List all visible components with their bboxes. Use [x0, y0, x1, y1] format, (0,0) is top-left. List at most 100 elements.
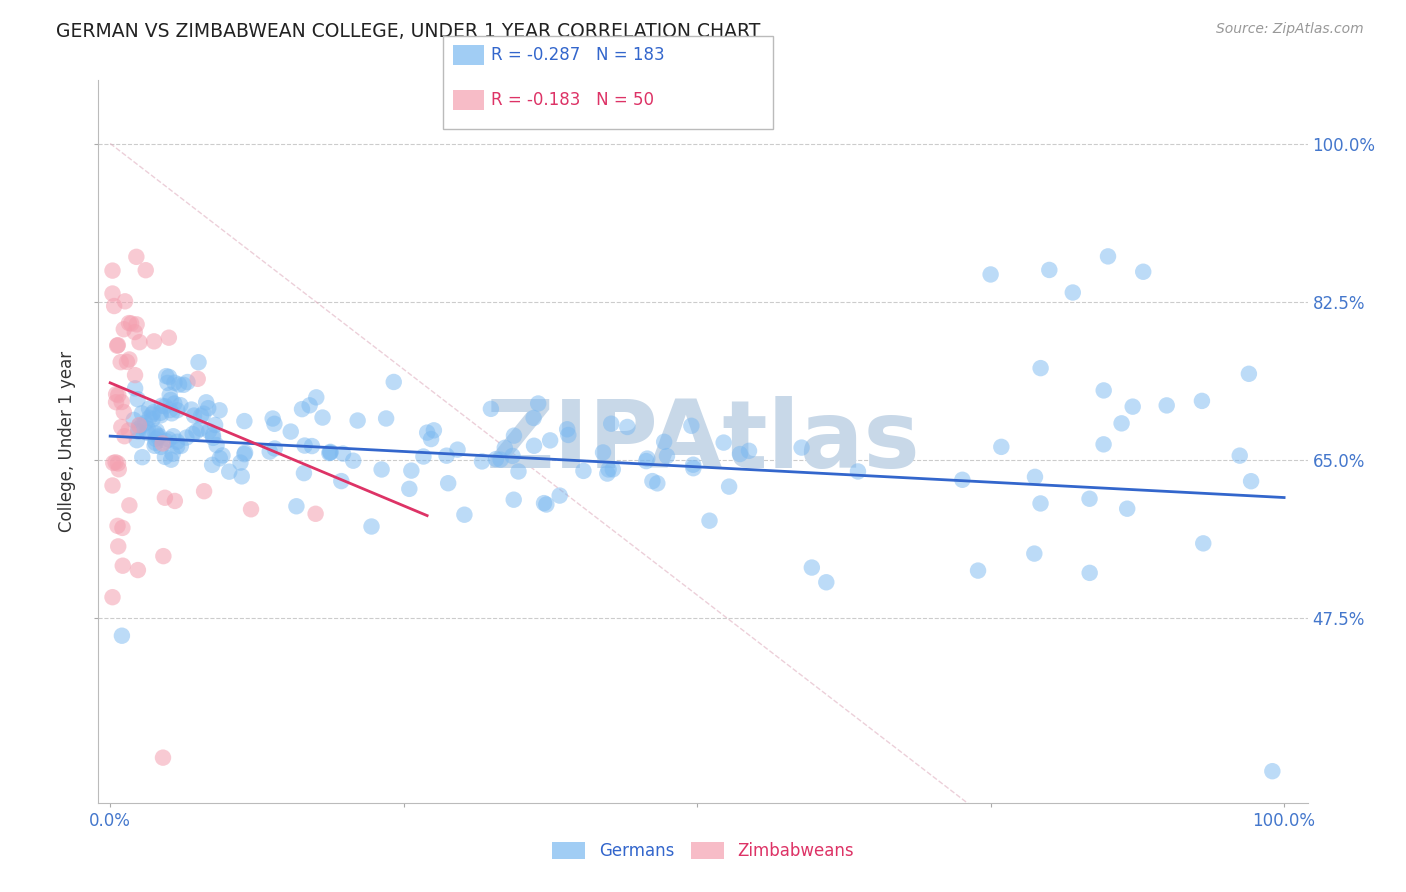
Point	[152, 750, 174, 764]
Point	[163, 494, 186, 508]
Point	[263, 417, 285, 431]
Point	[1261, 764, 1284, 779]
Point	[105, 339, 128, 353]
Point	[502, 492, 524, 507]
Point	[718, 480, 741, 494]
Text: ZIPAtlas: ZIPAtlas	[485, 395, 921, 488]
Point	[143, 334, 166, 349]
Point	[596, 467, 619, 481]
Point	[145, 424, 167, 438]
Point	[523, 439, 546, 453]
Point	[167, 377, 190, 392]
Legend: Germans, Zimbabweans: Germans, Zimbabweans	[546, 835, 860, 867]
Point	[117, 424, 139, 438]
Point	[229, 456, 252, 470]
Point	[110, 420, 132, 434]
Point	[145, 432, 167, 446]
Point	[655, 449, 678, 463]
Point	[103, 456, 125, 470]
Point	[598, 462, 620, 476]
Point	[111, 629, 134, 643]
Point	[1132, 265, 1154, 279]
Point	[101, 590, 124, 604]
Point	[471, 454, 494, 468]
Point	[555, 422, 578, 436]
Point	[152, 549, 174, 563]
Point	[280, 425, 302, 439]
Point	[1116, 501, 1139, 516]
Point	[557, 428, 579, 442]
Point	[187, 372, 209, 386]
Point	[166, 434, 188, 449]
Point	[967, 564, 990, 578]
Point	[208, 403, 231, 417]
Point	[118, 499, 141, 513]
Point	[233, 414, 256, 428]
Point	[218, 465, 240, 479]
Point	[342, 453, 364, 467]
Point	[166, 403, 188, 417]
Text: GERMAN VS ZIMBABWEAN COLLEGE, UNDER 1 YEAR CORRELATION CHART: GERMAN VS ZIMBABWEAN COLLEGE, UNDER 1 YE…	[56, 22, 761, 41]
Point	[682, 461, 704, 475]
Point	[111, 558, 134, 573]
Point	[446, 442, 468, 457]
Point	[990, 440, 1012, 454]
Point	[107, 519, 129, 533]
Point	[699, 514, 721, 528]
Point	[143, 439, 166, 453]
Point	[111, 521, 134, 535]
Point	[332, 446, 354, 460]
Point	[115, 355, 138, 369]
Point	[652, 434, 675, 449]
Point	[149, 409, 172, 423]
Point	[107, 540, 129, 554]
Point	[437, 476, 460, 491]
Point	[162, 447, 184, 461]
Point	[1029, 496, 1052, 510]
Point	[173, 377, 195, 392]
Point	[523, 411, 546, 425]
Point	[157, 433, 180, 447]
Point	[416, 425, 439, 440]
Point	[1024, 470, 1046, 484]
Point	[195, 395, 218, 409]
Point	[485, 452, 508, 467]
Point	[104, 455, 127, 469]
Point	[107, 462, 129, 476]
Point	[201, 458, 224, 472]
Point	[159, 392, 181, 407]
Point	[285, 500, 308, 514]
Point	[305, 390, 328, 404]
Point	[298, 398, 321, 412]
Point	[125, 250, 148, 264]
Point	[124, 325, 146, 339]
Point	[127, 392, 149, 407]
Point	[263, 442, 285, 456]
Text: Source: ZipAtlas.com: Source: ZipAtlas.com	[1216, 22, 1364, 37]
Point	[136, 425, 159, 440]
Point	[187, 355, 209, 369]
Point	[398, 482, 420, 496]
Point	[728, 447, 751, 461]
Point	[375, 411, 398, 425]
Point	[142, 412, 165, 426]
Point	[330, 474, 353, 488]
Point	[420, 432, 443, 446]
Y-axis label: College, Under 1 year: College, Under 1 year	[58, 351, 76, 533]
Point	[636, 454, 658, 468]
Point	[114, 429, 136, 443]
Point	[155, 434, 177, 448]
Point	[311, 410, 333, 425]
Point	[169, 398, 191, 412]
Point	[538, 434, 561, 448]
Point	[1192, 536, 1215, 550]
Point	[1237, 367, 1260, 381]
Point	[131, 450, 153, 465]
Point	[118, 352, 141, 367]
Point	[201, 428, 224, 442]
Point	[1078, 491, 1101, 506]
Point	[107, 338, 129, 352]
Point	[107, 388, 129, 402]
Point	[193, 484, 215, 499]
Point	[401, 464, 423, 478]
